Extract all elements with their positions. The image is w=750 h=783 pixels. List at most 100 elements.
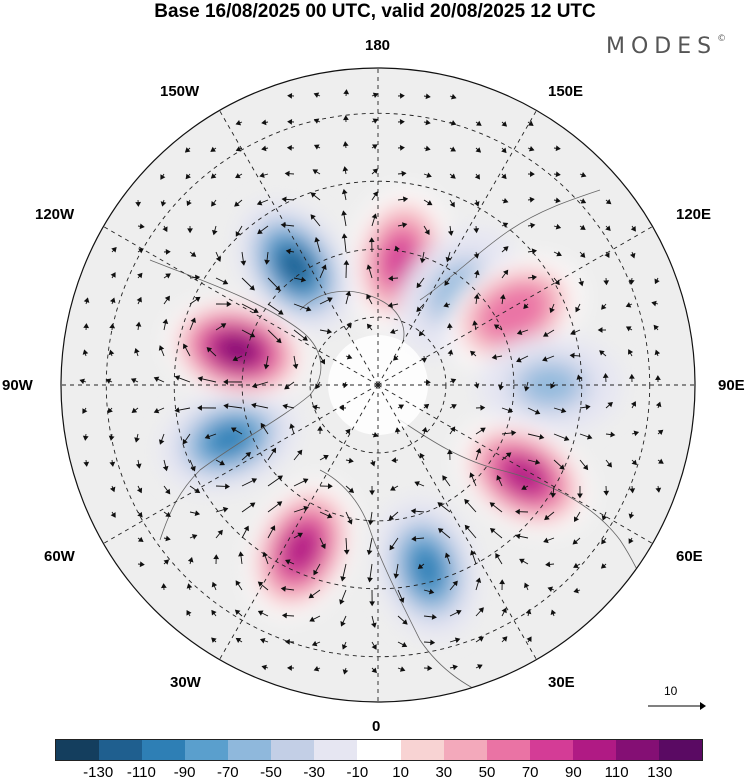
colorbar-swatch (271, 740, 315, 760)
wind-vector (186, 610, 192, 617)
wind-vector (211, 637, 217, 643)
wind-vector (501, 607, 507, 617)
wind-vector (109, 485, 116, 493)
wind-vector (136, 296, 142, 305)
wind-vector (163, 273, 171, 279)
colorbar (55, 739, 703, 761)
colorbar-swatch (142, 740, 186, 760)
wind-vector (397, 641, 408, 648)
wind-vector (137, 536, 144, 542)
wind-vector (366, 323, 373, 331)
wind-vector (527, 171, 535, 177)
wind-vector (83, 323, 90, 331)
wind-vector (579, 198, 587, 204)
wind-vector (414, 481, 425, 487)
wind-vector (501, 269, 509, 279)
colorbar-tick-label: -50 (260, 764, 282, 781)
wind-vector (527, 459, 541, 465)
wind-vector (189, 485, 201, 494)
wind-vector (524, 582, 530, 591)
wind-vector (605, 401, 613, 409)
wind-vector (284, 381, 295, 390)
wind-vector (240, 251, 247, 266)
wind-vector (189, 274, 201, 281)
wind-vector (397, 666, 406, 672)
wind-vector (259, 172, 269, 178)
wind-vector (189, 317, 196, 331)
wind-vector (475, 577, 482, 591)
meridian (377, 110, 537, 386)
wind-vector (111, 246, 117, 253)
anomaly-contour (503, 458, 545, 494)
wind-vector (527, 433, 545, 440)
wind-vector (449, 173, 456, 179)
wind-vector (389, 328, 399, 335)
wind-vector (293, 478, 309, 487)
wind-vector (547, 586, 555, 593)
wind-vector (573, 587, 581, 594)
wind-vector (601, 511, 608, 521)
wind-vector (630, 225, 636, 232)
wind-vector (392, 355, 399, 361)
wind-vector (423, 614, 437, 620)
wind-vector (215, 277, 229, 285)
wind-vector (397, 93, 405, 99)
anomaly-contour (217, 335, 258, 365)
wind-vector (206, 347, 217, 357)
colorbar-swatch (529, 740, 573, 760)
wind-vector (527, 407, 541, 415)
wind-vector (498, 381, 504, 391)
wind-vector (293, 276, 307, 283)
wind-vector (464, 524, 477, 539)
wind-vector (501, 197, 509, 204)
wind-vector (241, 478, 258, 487)
anomaly-center (236, 200, 354, 332)
wind-vector (319, 328, 333, 335)
wind-vector (223, 403, 243, 409)
lon-label-90e: 90E (718, 377, 745, 394)
wind-vector (280, 586, 295, 592)
wind-vector (553, 145, 561, 152)
wind-vector (215, 506, 229, 513)
wind-vector (109, 297, 116, 305)
wind-vector (289, 423, 295, 435)
wind-vector (137, 223, 145, 230)
wind-vector (653, 324, 659, 331)
wind-vector (475, 427, 486, 435)
wind-vector (371, 168, 379, 175)
wind-vector (319, 264, 327, 279)
wind-vector (572, 537, 581, 545)
wind-vector (130, 378, 139, 384)
wind-vector (449, 580, 458, 591)
wind-vector (601, 303, 607, 310)
wind-vector (82, 407, 88, 414)
wind-vector (516, 355, 529, 363)
wind-vector (319, 297, 333, 305)
wind-vector (579, 251, 586, 258)
colorbar-tick-label: 90 (565, 764, 582, 781)
wind-vector (189, 534, 198, 540)
wind-vector (317, 425, 323, 435)
wind-vector (313, 144, 321, 150)
wind-vector (603, 277, 610, 286)
wind-vector (501, 121, 508, 127)
wind-vector (281, 612, 295, 619)
wind-vector (137, 272, 143, 279)
wind-vector (267, 501, 283, 513)
wind-vector (343, 115, 349, 123)
wind-vector (410, 508, 425, 515)
wind-vector (418, 329, 425, 337)
anomaly-contour (523, 366, 578, 404)
wind-vector (394, 427, 401, 435)
wind-vector (257, 581, 269, 591)
wind-vector (569, 352, 581, 359)
wind-vector (366, 264, 373, 279)
wind-vector (135, 199, 142, 207)
wind-vector (543, 329, 555, 337)
meridian (103, 226, 379, 386)
wind-vector (238, 551, 244, 565)
wind-vector (423, 119, 431, 126)
wind-vector (423, 172, 432, 178)
wind-vector (469, 472, 477, 487)
wind-vector (83, 297, 90, 305)
